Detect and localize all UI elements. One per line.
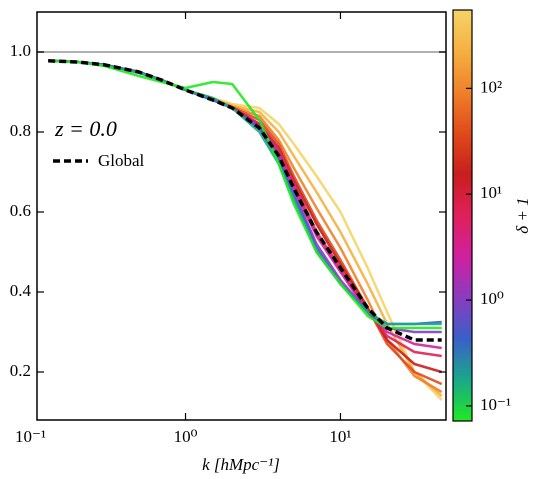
x-axis-label: k [hMpc⁻¹] [202,455,280,474]
x-tick-label: 10¹ [329,427,351,446]
y-tick-label: 1.0 [10,41,31,60]
colorbar-tick-label: 10⁻¹ [480,395,511,414]
colorbar-tick-label: 10¹ [480,183,502,202]
colorbar [452,9,473,422]
colorbar-tick-label: 10⁰ [480,289,504,308]
y-tick-label: 0.4 [10,281,32,300]
global-line [48,59,442,342]
y-tick-label: 0.2 [10,361,31,380]
colorbar-label: δ + 1 [513,197,532,233]
line [48,59,443,394]
line [48,59,442,330]
y-tick-label: 0.6 [10,201,31,220]
y-tick-label: 0.8 [10,121,31,140]
colorbar-tick-label: 10² [480,77,502,96]
plot-frame [36,11,447,421]
x-tick-label: 10⁻¹ [15,427,46,446]
annotation: z = 0.0 [54,116,117,141]
legend-label: Global [98,151,145,170]
x-tick-label: 10⁰ [174,427,198,446]
